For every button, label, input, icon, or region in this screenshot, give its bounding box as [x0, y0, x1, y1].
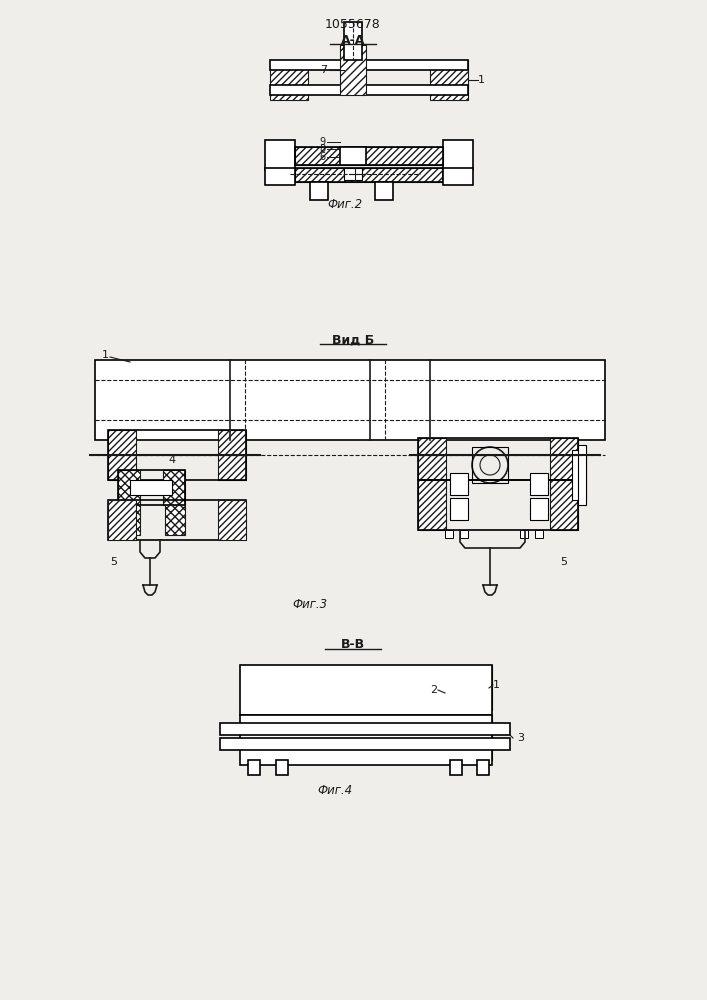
Bar	[248, 760, 260, 775]
Text: 5: 5	[110, 557, 117, 567]
Bar	[108, 500, 136, 540]
Text: 4: 4	[168, 455, 175, 465]
Bar	[270, 60, 468, 70]
Bar	[118, 470, 140, 505]
Bar	[472, 447, 508, 483]
Text: Фиг.2: Фиг.2	[327, 198, 363, 212]
Bar	[120, 505, 140, 535]
Bar	[95, 360, 605, 440]
Bar	[265, 168, 295, 185]
Bar	[550, 438, 578, 480]
Bar	[295, 147, 443, 165]
Text: А-А: А-А	[341, 33, 366, 46]
Bar	[535, 530, 543, 538]
Text: 3: 3	[517, 733, 524, 743]
Bar	[118, 470, 185, 505]
Text: 6: 6	[320, 152, 326, 162]
Bar	[220, 738, 510, 750]
Bar	[295, 147, 443, 165]
Text: 5: 5	[560, 557, 567, 567]
Bar	[108, 500, 246, 540]
Text: 1: 1	[102, 350, 109, 360]
Text: 2: 2	[430, 685, 437, 695]
Bar	[440, 665, 465, 710]
Bar	[520, 530, 528, 538]
Bar	[270, 85, 468, 95]
Bar	[572, 450, 586, 500]
Bar	[418, 480, 578, 530]
Text: Фиг.4: Фиг.4	[317, 784, 353, 796]
Text: 8: 8	[320, 144, 326, 154]
Bar	[430, 60, 468, 100]
Text: 7: 7	[320, 65, 327, 75]
Bar	[240, 665, 268, 710]
Bar	[108, 430, 246, 480]
Bar	[470, 715, 492, 760]
Bar	[340, 45, 366, 95]
Text: В-В: В-В	[341, 639, 365, 652]
Bar	[340, 147, 366, 165]
Bar	[108, 430, 136, 480]
Text: 1055678: 1055678	[325, 18, 381, 31]
Bar	[344, 22, 362, 60]
Bar	[450, 498, 468, 520]
Text: 9: 9	[320, 137, 326, 147]
Text: 1: 1	[493, 680, 500, 690]
Bar	[165, 505, 185, 535]
Bar	[443, 140, 473, 170]
Bar	[477, 760, 489, 775]
Text: Фиг.3: Фиг.3	[293, 598, 327, 611]
Bar	[418, 480, 446, 530]
Bar	[443, 168, 473, 185]
Bar	[295, 168, 443, 182]
Bar	[240, 715, 492, 765]
Bar	[163, 470, 185, 505]
Bar	[445, 530, 453, 538]
Bar	[265, 140, 295, 170]
Bar	[310, 182, 328, 200]
Bar	[578, 445, 586, 505]
Bar	[270, 60, 308, 100]
Bar	[130, 480, 172, 495]
Bar	[240, 665, 492, 715]
Bar	[240, 715, 268, 760]
Bar	[450, 473, 468, 495]
Bar	[418, 438, 578, 480]
Bar	[220, 723, 510, 735]
Bar	[344, 168, 362, 180]
Bar	[460, 530, 468, 538]
Bar	[218, 430, 246, 480]
Bar	[440, 715, 465, 760]
Bar	[276, 760, 288, 775]
Bar	[375, 182, 393, 200]
Bar	[470, 665, 492, 710]
Bar	[218, 500, 246, 540]
Bar	[530, 473, 548, 495]
Bar	[295, 168, 443, 182]
Text: Вид Б: Вид Б	[332, 334, 374, 347]
Bar	[550, 480, 578, 530]
Bar	[530, 498, 548, 520]
Text: 1: 1	[478, 75, 485, 85]
Bar	[450, 760, 462, 775]
Bar	[418, 438, 446, 480]
